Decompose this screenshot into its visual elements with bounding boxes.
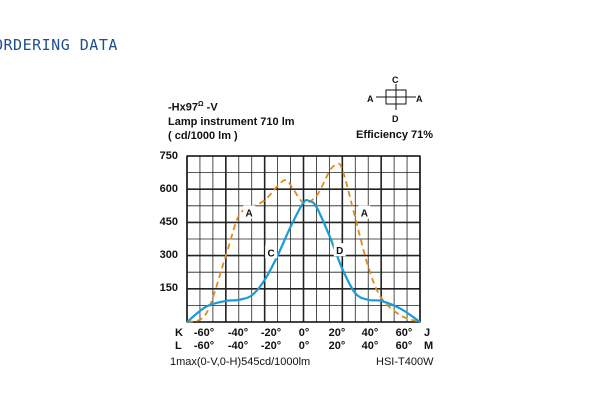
- curve-label-bg: [333, 243, 346, 257]
- x-tick-k-0: 0°: [298, 327, 310, 339]
- efficiency-label: Efficiency 71%: [356, 129, 434, 141]
- x-row-k-left: K: [175, 327, 183, 339]
- curve-labels: A A C D: [243, 205, 371, 259]
- chart-title-main: -Hx97: [168, 101, 198, 114]
- curve-label-bg: [243, 205, 256, 219]
- curve-label-d: D: [336, 246, 343, 257]
- x-tick-k-20: 20°: [328, 327, 346, 339]
- chart-series: [186, 162, 421, 323]
- chart-title-suffix: -V: [203, 101, 218, 114]
- series-line-c: [186, 198, 421, 323]
- x-tick-k-neg40: -40°: [227, 327, 249, 339]
- y-tick-150: 150: [159, 282, 178, 294]
- chart-title: -Hx97Ω -V: [168, 101, 218, 114]
- y-tick-300: 300: [159, 249, 178, 261]
- curve-label-bg: [265, 245, 278, 259]
- x-tick-l-20: 20°: [328, 340, 346, 352]
- x-tick-k-neg20: -20°: [260, 327, 282, 339]
- x-tick-l-neg40: -40°: [227, 340, 249, 352]
- chart-unit-label: ( cd/1000 lm ): [168, 130, 238, 142]
- x-tick-l-neg20: -20°: [260, 340, 282, 352]
- curve-label-a: A: [361, 209, 368, 220]
- x-tick-l-60: 60°: [395, 340, 413, 352]
- x-tick-k-40: 40°: [361, 327, 379, 339]
- diagram-label-right: A: [416, 94, 423, 104]
- diagram-label-bottom: D: [392, 114, 399, 124]
- x-tick-l-0: 0°: [298, 340, 310, 352]
- y-tick-750: 750: [159, 150, 178, 162]
- x-tick-k-60: 60°: [395, 327, 413, 339]
- x-tick-k-neg60: -60°: [193, 327, 215, 339]
- chart-title-sup: Ω: [197, 101, 204, 108]
- chart-grid: [186, 155, 421, 323]
- x-row-l-right: M: [424, 340, 434, 352]
- chart-subtitle: Lamp instrument 710 lm: [168, 116, 295, 128]
- curve-label-bg: [358, 205, 371, 219]
- diagram-label-left: A: [367, 94, 374, 104]
- curve-label-c: C: [268, 248, 275, 259]
- footer-max-intensity: 1max(0-V,0-H)545cd/1000lm: [170, 356, 311, 368]
- y-tick-600: 600: [159, 183, 178, 195]
- ordering-data-heading: ORDERING DATA: [0, 36, 118, 54]
- x-tick-l-neg60: -60°: [193, 340, 215, 352]
- curve-label-a: A: [246, 209, 253, 220]
- y-tick-450: 450: [159, 216, 178, 228]
- diagram-label-top: C: [392, 75, 399, 85]
- x-row-l-left: L: [175, 340, 182, 352]
- footer-lamp-type: HSI-T400W: [376, 356, 434, 368]
- plot-frame: [186, 155, 421, 323]
- x-row-k-right: J: [424, 327, 431, 339]
- orientation-diagram: [376, 84, 416, 110]
- x-tick-l-40: 40°: [361, 340, 379, 352]
